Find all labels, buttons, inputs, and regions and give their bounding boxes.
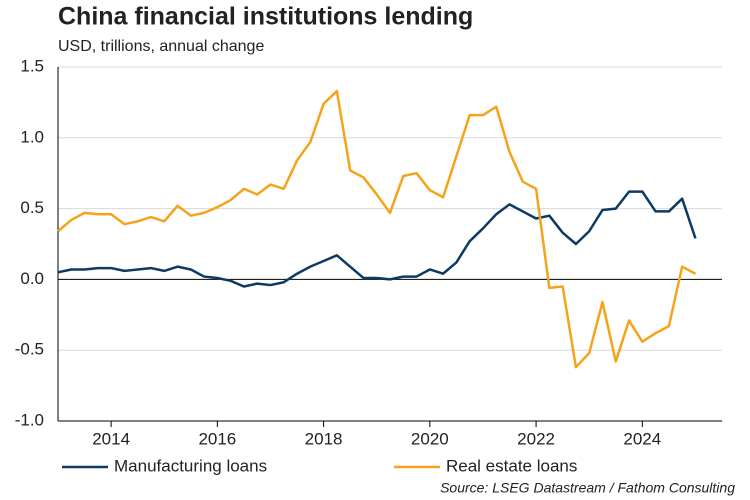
y-tick-label: 0.5 [20, 198, 44, 217]
y-tick-label: 1.5 [20, 56, 44, 75]
x-tick-label: 2018 [305, 429, 343, 448]
chart-title: China financial institutions lending [58, 3, 473, 31]
chart-subtitle: USD, trillions, annual change [58, 38, 264, 55]
x-tick-label: 2020 [411, 429, 449, 448]
source: Source: LSEG Datastream / Fathom Consult… [440, 480, 735, 496]
y-tick-label: -0.5 [15, 340, 44, 359]
line [57, 190, 697, 288]
x-tick-label: 2024 [623, 429, 661, 448]
line [57, 89, 697, 369]
y-tick-label: -1.0 [15, 410, 44, 429]
legend-label: Real estate loans [446, 456, 577, 475]
y-tick-label: 1.0 [20, 127, 44, 146]
legend-label: Manufacturing loans [114, 456, 267, 475]
x-tick-label: 2022 [517, 429, 555, 448]
y-tick-label: 0.0 [20, 269, 44, 288]
x-tick-label: 2014 [92, 429, 130, 448]
x-tick-label: 2016 [198, 429, 236, 448]
